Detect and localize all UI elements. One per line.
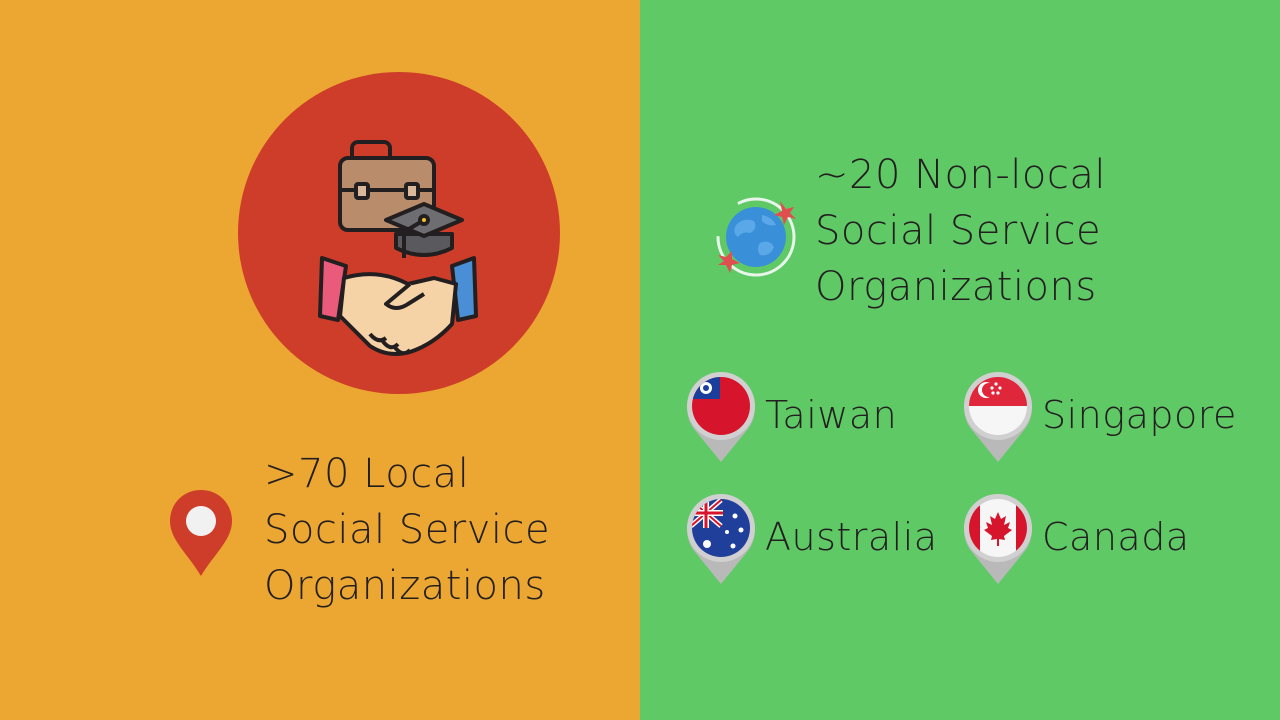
- local-line-1: >70 Local: [264, 451, 470, 497]
- local-line-2: Social Service: [264, 507, 551, 553]
- nonlocal-organizations-label: ~20 Non-local Social Service Organizatio…: [815, 147, 1106, 315]
- country-name-singapore: Singapore: [1042, 393, 1237, 437]
- nonlocal-line-3: Organizations: [815, 264, 1097, 310]
- local-organizations-label: >70 Local Social Service Organizations: [264, 446, 550, 614]
- handshake-icon: [318, 256, 478, 356]
- country-name-taiwan: Taiwan: [765, 393, 898, 437]
- left-panel: >70 Local Social Service Organizations: [0, 0, 640, 720]
- country-canada: Canada: [962, 494, 1262, 584]
- local-line-3: Organizations: [264, 563, 546, 609]
- canada-flag-pin-icon: [962, 494, 1034, 590]
- career-illustration: [238, 72, 560, 394]
- country-australia: Australia: [685, 494, 945, 584]
- graduation-cap-icon: [384, 202, 464, 258]
- country-name-australia: Australia: [765, 515, 938, 559]
- singapore-flag-pin-icon: [962, 372, 1034, 468]
- globe-airplanes-icon: [712, 195, 800, 283]
- career-illustration-circle: [238, 72, 560, 394]
- country-name-canada: Canada: [1042, 515, 1190, 559]
- country-singapore: Singapore: [962, 372, 1262, 462]
- right-panel: [640, 0, 1280, 720]
- location-pin-icon: [168, 488, 234, 582]
- australia-flag-pin-icon: [685, 494, 757, 590]
- country-taiwan: Taiwan: [685, 372, 945, 462]
- taiwan-flag-pin-icon: [685, 372, 757, 468]
- nonlocal-line-1: ~20 Non-local: [815, 152, 1107, 198]
- nonlocal-line-2: Social Service: [815, 208, 1102, 254]
